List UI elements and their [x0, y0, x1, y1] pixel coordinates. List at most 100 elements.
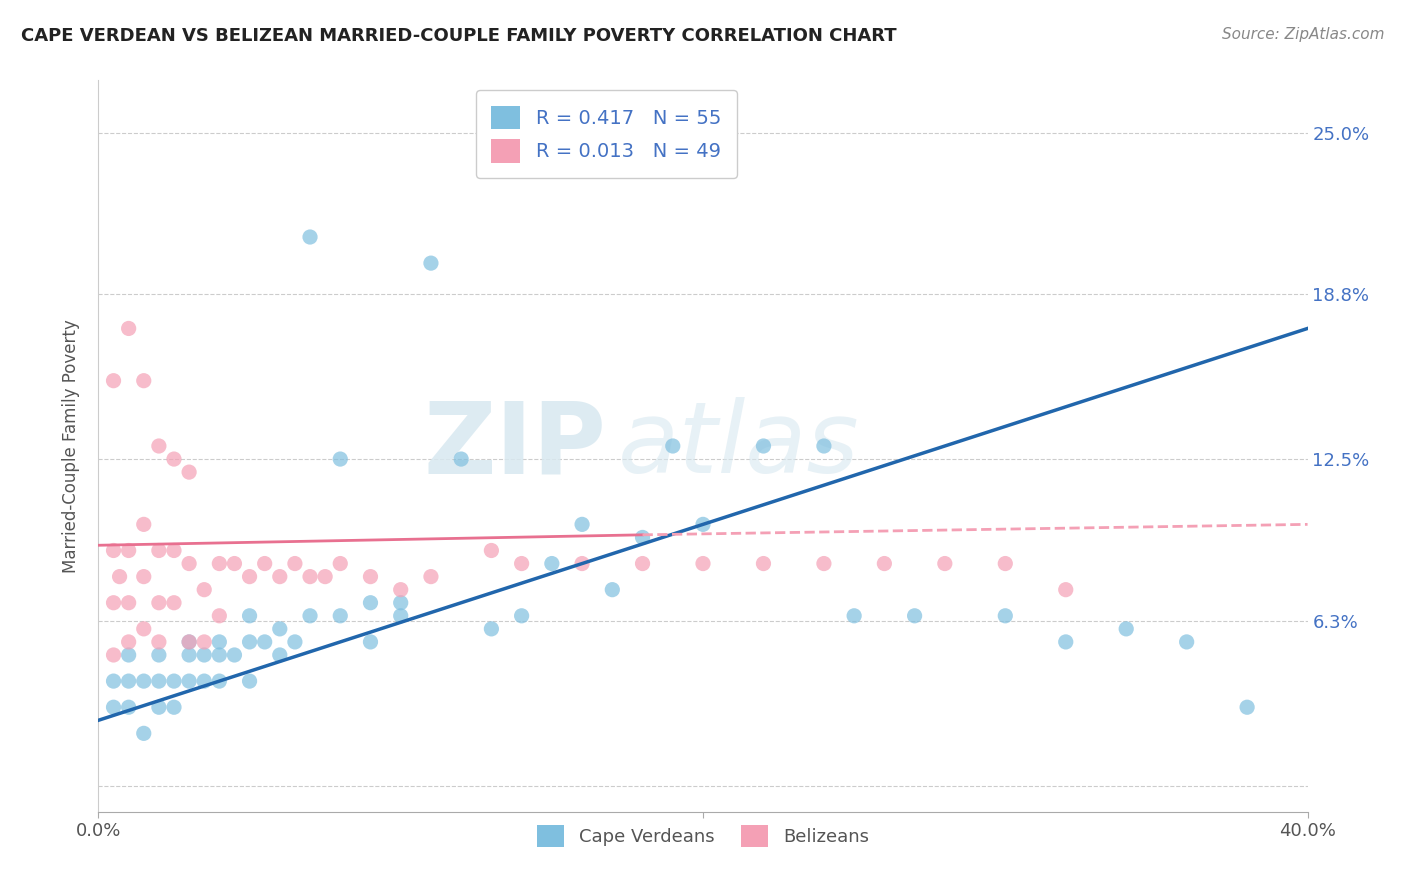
Point — [208, 608, 231, 623]
Text: atlas: atlas — [619, 398, 860, 494]
Point — [118, 635, 141, 649]
Point — [269, 622, 291, 636]
Point — [179, 635, 201, 649]
Point — [193, 635, 215, 649]
Point — [813, 439, 835, 453]
Point — [103, 543, 125, 558]
Point — [208, 648, 231, 662]
Point — [329, 452, 352, 467]
Point — [420, 569, 443, 583]
Point — [179, 635, 201, 649]
Point — [148, 674, 170, 689]
Point — [284, 635, 307, 649]
Point — [132, 569, 155, 583]
Point — [193, 674, 215, 689]
Point — [148, 596, 170, 610]
Point — [179, 648, 201, 662]
Point — [1115, 622, 1137, 636]
Point — [540, 557, 562, 571]
Point — [692, 557, 714, 571]
Point — [389, 608, 412, 623]
Point — [239, 569, 262, 583]
Point — [1054, 582, 1077, 597]
Point — [239, 608, 262, 623]
Point — [844, 608, 866, 623]
Point — [224, 557, 246, 571]
Point — [631, 557, 654, 571]
Point — [193, 582, 215, 597]
Point — [994, 557, 1017, 571]
Point — [329, 557, 352, 571]
Point — [299, 230, 322, 244]
Point — [631, 530, 654, 544]
Point — [132, 674, 155, 689]
Point — [179, 465, 201, 479]
Point — [299, 608, 322, 623]
Point — [163, 674, 186, 689]
Point — [193, 648, 215, 662]
Point — [571, 557, 593, 571]
Point — [904, 608, 927, 623]
Point — [661, 439, 683, 453]
Point — [118, 700, 141, 714]
Point — [752, 439, 775, 453]
Point — [103, 648, 125, 662]
Point — [239, 674, 262, 689]
Point — [148, 439, 170, 453]
Point — [132, 517, 155, 532]
Point — [1236, 700, 1258, 714]
Text: ZIP: ZIP — [423, 398, 606, 494]
Point — [103, 374, 125, 388]
Point — [253, 557, 276, 571]
Point — [224, 648, 246, 662]
Point — [360, 569, 382, 583]
Point — [179, 674, 201, 689]
Point — [103, 596, 125, 610]
Point — [148, 648, 170, 662]
Point — [994, 608, 1017, 623]
Point — [132, 622, 155, 636]
Point — [360, 596, 382, 610]
Point — [813, 557, 835, 571]
Point — [163, 543, 186, 558]
Point — [103, 674, 125, 689]
Point — [132, 726, 155, 740]
Point — [510, 608, 533, 623]
Point — [450, 452, 472, 467]
Y-axis label: Married-Couple Family Poverty: Married-Couple Family Poverty — [62, 319, 80, 573]
Point — [481, 543, 503, 558]
Point — [118, 543, 141, 558]
Point — [269, 569, 291, 583]
Text: CAPE VERDEAN VS BELIZEAN MARRIED-COUPLE FAMILY POVERTY CORRELATION CHART: CAPE VERDEAN VS BELIZEAN MARRIED-COUPLE … — [21, 27, 897, 45]
Point — [239, 635, 262, 649]
Legend: Cape Verdeans, Belizeans: Cape Verdeans, Belizeans — [530, 817, 876, 854]
Point — [208, 557, 231, 571]
Point — [208, 635, 231, 649]
Point — [148, 543, 170, 558]
Point — [510, 557, 533, 571]
Point — [692, 517, 714, 532]
Point — [208, 674, 231, 689]
Text: Source: ZipAtlas.com: Source: ZipAtlas.com — [1222, 27, 1385, 42]
Point — [389, 596, 412, 610]
Point — [1054, 635, 1077, 649]
Point — [314, 569, 336, 583]
Point — [269, 648, 291, 662]
Point — [179, 557, 201, 571]
Point — [873, 557, 896, 571]
Point — [329, 608, 352, 623]
Point — [118, 596, 141, 610]
Point — [148, 700, 170, 714]
Point — [389, 582, 412, 597]
Point — [360, 635, 382, 649]
Point — [284, 557, 307, 571]
Point — [752, 557, 775, 571]
Point — [420, 256, 443, 270]
Point — [132, 374, 155, 388]
Point — [163, 452, 186, 467]
Point — [1175, 635, 1198, 649]
Point — [118, 321, 141, 335]
Point — [253, 635, 276, 649]
Point — [103, 700, 125, 714]
Point — [108, 569, 131, 583]
